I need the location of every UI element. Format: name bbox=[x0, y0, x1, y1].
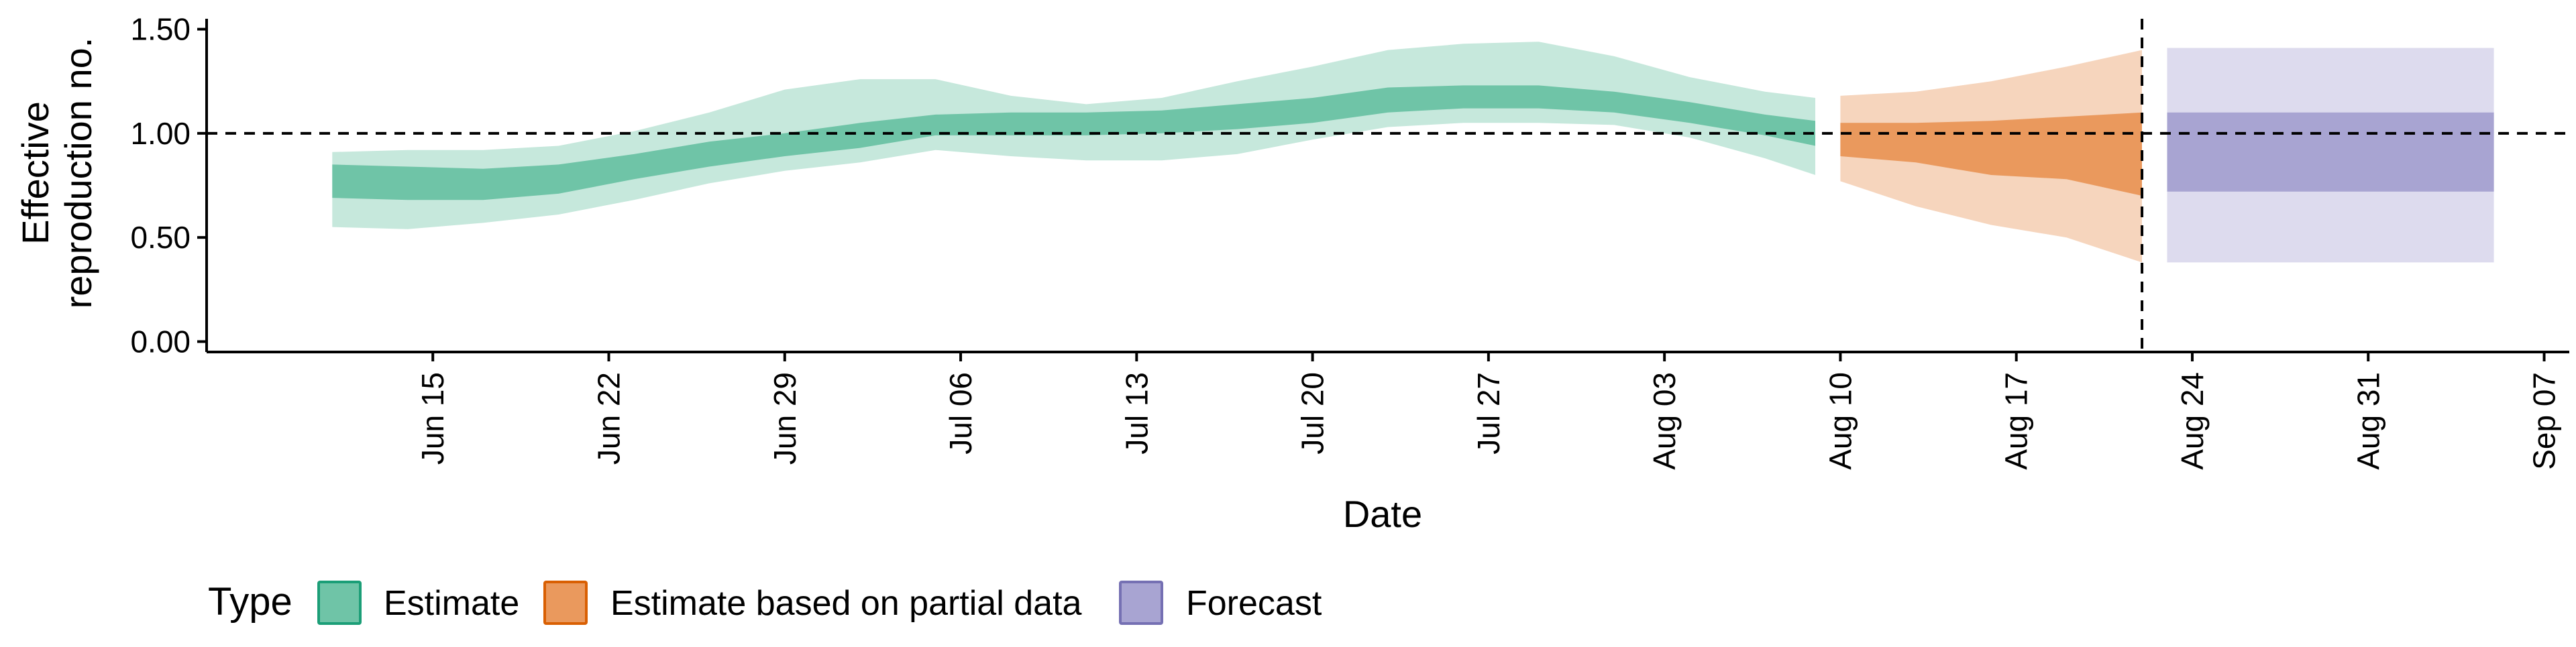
y-tick-label-2: 1.00 bbox=[130, 116, 191, 151]
x-tick-label-10: Aug 24 bbox=[2175, 372, 2210, 470]
legend-key-forecast bbox=[1120, 582, 1162, 624]
legend-key-estimate bbox=[319, 582, 360, 624]
y-tick-label-0: 0.00 bbox=[130, 324, 191, 359]
legend-label-estimate: Estimate bbox=[384, 584, 519, 623]
band-inner-2 bbox=[2167, 112, 2494, 192]
bands-layer bbox=[332, 42, 2494, 263]
x-tick-label-8: Aug 10 bbox=[1823, 372, 1858, 470]
x-tick-label-3: Jul 06 bbox=[943, 372, 978, 455]
legend-key-estimate-border bbox=[317, 581, 362, 625]
y-tick-label-3: 1.50 bbox=[130, 12, 191, 47]
x-tick-label-4: Jul 13 bbox=[1119, 372, 1154, 455]
legend: Type Estimate Estimate based on partial … bbox=[208, 580, 1322, 625]
band-outer-0 bbox=[332, 42, 1815, 229]
series-2 bbox=[2167, 48, 2494, 263]
series-1 bbox=[1840, 50, 2142, 263]
x-tick-label-0: Jun 15 bbox=[415, 372, 450, 465]
x-tick-label-5: Jul 20 bbox=[1295, 372, 1330, 455]
x-axis-title: Date bbox=[1343, 493, 1422, 535]
axes: 0.00 0.50 1.00 1.50 Jun 15 Jun 22 Jun 29 Jul 06… bbox=[130, 12, 2569, 470]
x-tick-label-12: Sep 07 bbox=[2527, 372, 2562, 470]
x-tick-label-11: Aug 31 bbox=[2351, 372, 2385, 470]
x-tick-label-2: Jun 29 bbox=[767, 372, 802, 465]
y-tick-label-1: 0.50 bbox=[130, 220, 191, 255]
y-axis-title: Effective reproduction no. bbox=[14, 38, 99, 309]
x-tick-label-6: Jul 27 bbox=[1471, 372, 1506, 455]
x-tick-label-7: Aug 03 bbox=[1647, 372, 1682, 470]
legend-title: Type bbox=[208, 580, 292, 624]
band-inner-0 bbox=[332, 85, 1815, 200]
series-0 bbox=[332, 42, 1815, 229]
legend-label-partial: Estimate based on partial data bbox=[610, 584, 1082, 623]
legend-key-partial-border bbox=[543, 581, 588, 625]
legend-key-partial bbox=[545, 582, 586, 624]
x-tick-label-1: Jun 22 bbox=[591, 372, 626, 465]
y-axis-title-line-2: reproduction no. bbox=[57, 38, 99, 309]
legend-label-forecast: Forecast bbox=[1186, 584, 1322, 623]
y-axis-title-line-1: Effective bbox=[14, 101, 56, 245]
legend-key-forecast-border bbox=[1119, 581, 1163, 625]
x-tick-label-9: Aug 17 bbox=[1999, 372, 2034, 470]
